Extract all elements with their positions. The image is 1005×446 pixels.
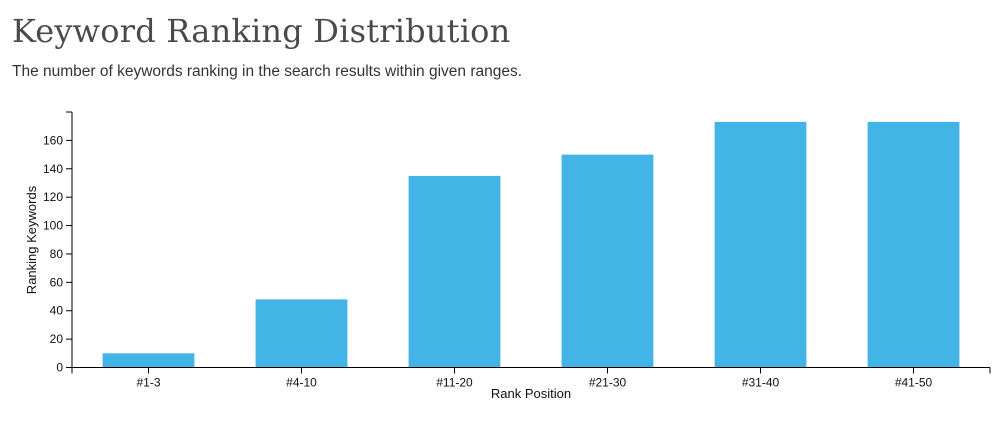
x-tick-label: #4-10	[286, 376, 317, 390]
bar	[408, 175, 501, 368]
page-subtitle: The number of keywords ranking in the se…	[12, 63, 523, 80]
page-title: Keyword Ranking Distribution	[12, 12, 511, 50]
y-tick-label: 160	[43, 133, 63, 147]
y-tick-label: 40	[50, 304, 64, 318]
y-tick-label: 120	[43, 190, 63, 204]
x-tick-label: #1-3	[136, 376, 160, 390]
y-tick-label: 20	[50, 332, 64, 346]
x-tick-label: #31-40	[742, 376, 780, 390]
bar	[867, 121, 960, 368]
x-axis: #1-3 #4-10 #11-20 #21-30 #31-40 #41-50	[71, 367, 991, 390]
x-tick-label: #21-30	[589, 376, 627, 390]
bar	[714, 121, 807, 368]
bars-group	[102, 121, 960, 368]
y-axis-title: Ranking Keywords	[24, 185, 39, 294]
bar	[102, 353, 195, 368]
y-axis: 0 20 40 60 80 100 120 140 160	[43, 111, 73, 375]
y-tick-label: 80	[50, 247, 64, 261]
bar	[561, 154, 654, 368]
y-tick-label: 140	[43, 162, 63, 176]
x-axis-title: Rank Position	[491, 386, 571, 401]
bar	[255, 299, 348, 368]
y-tick-label: 0	[56, 361, 63, 375]
y-tick-label: 60	[50, 275, 64, 289]
y-tick-label: 100	[43, 219, 63, 233]
x-tick-label: #41-50	[895, 376, 933, 390]
x-tick-label: #11-20	[436, 376, 473, 390]
